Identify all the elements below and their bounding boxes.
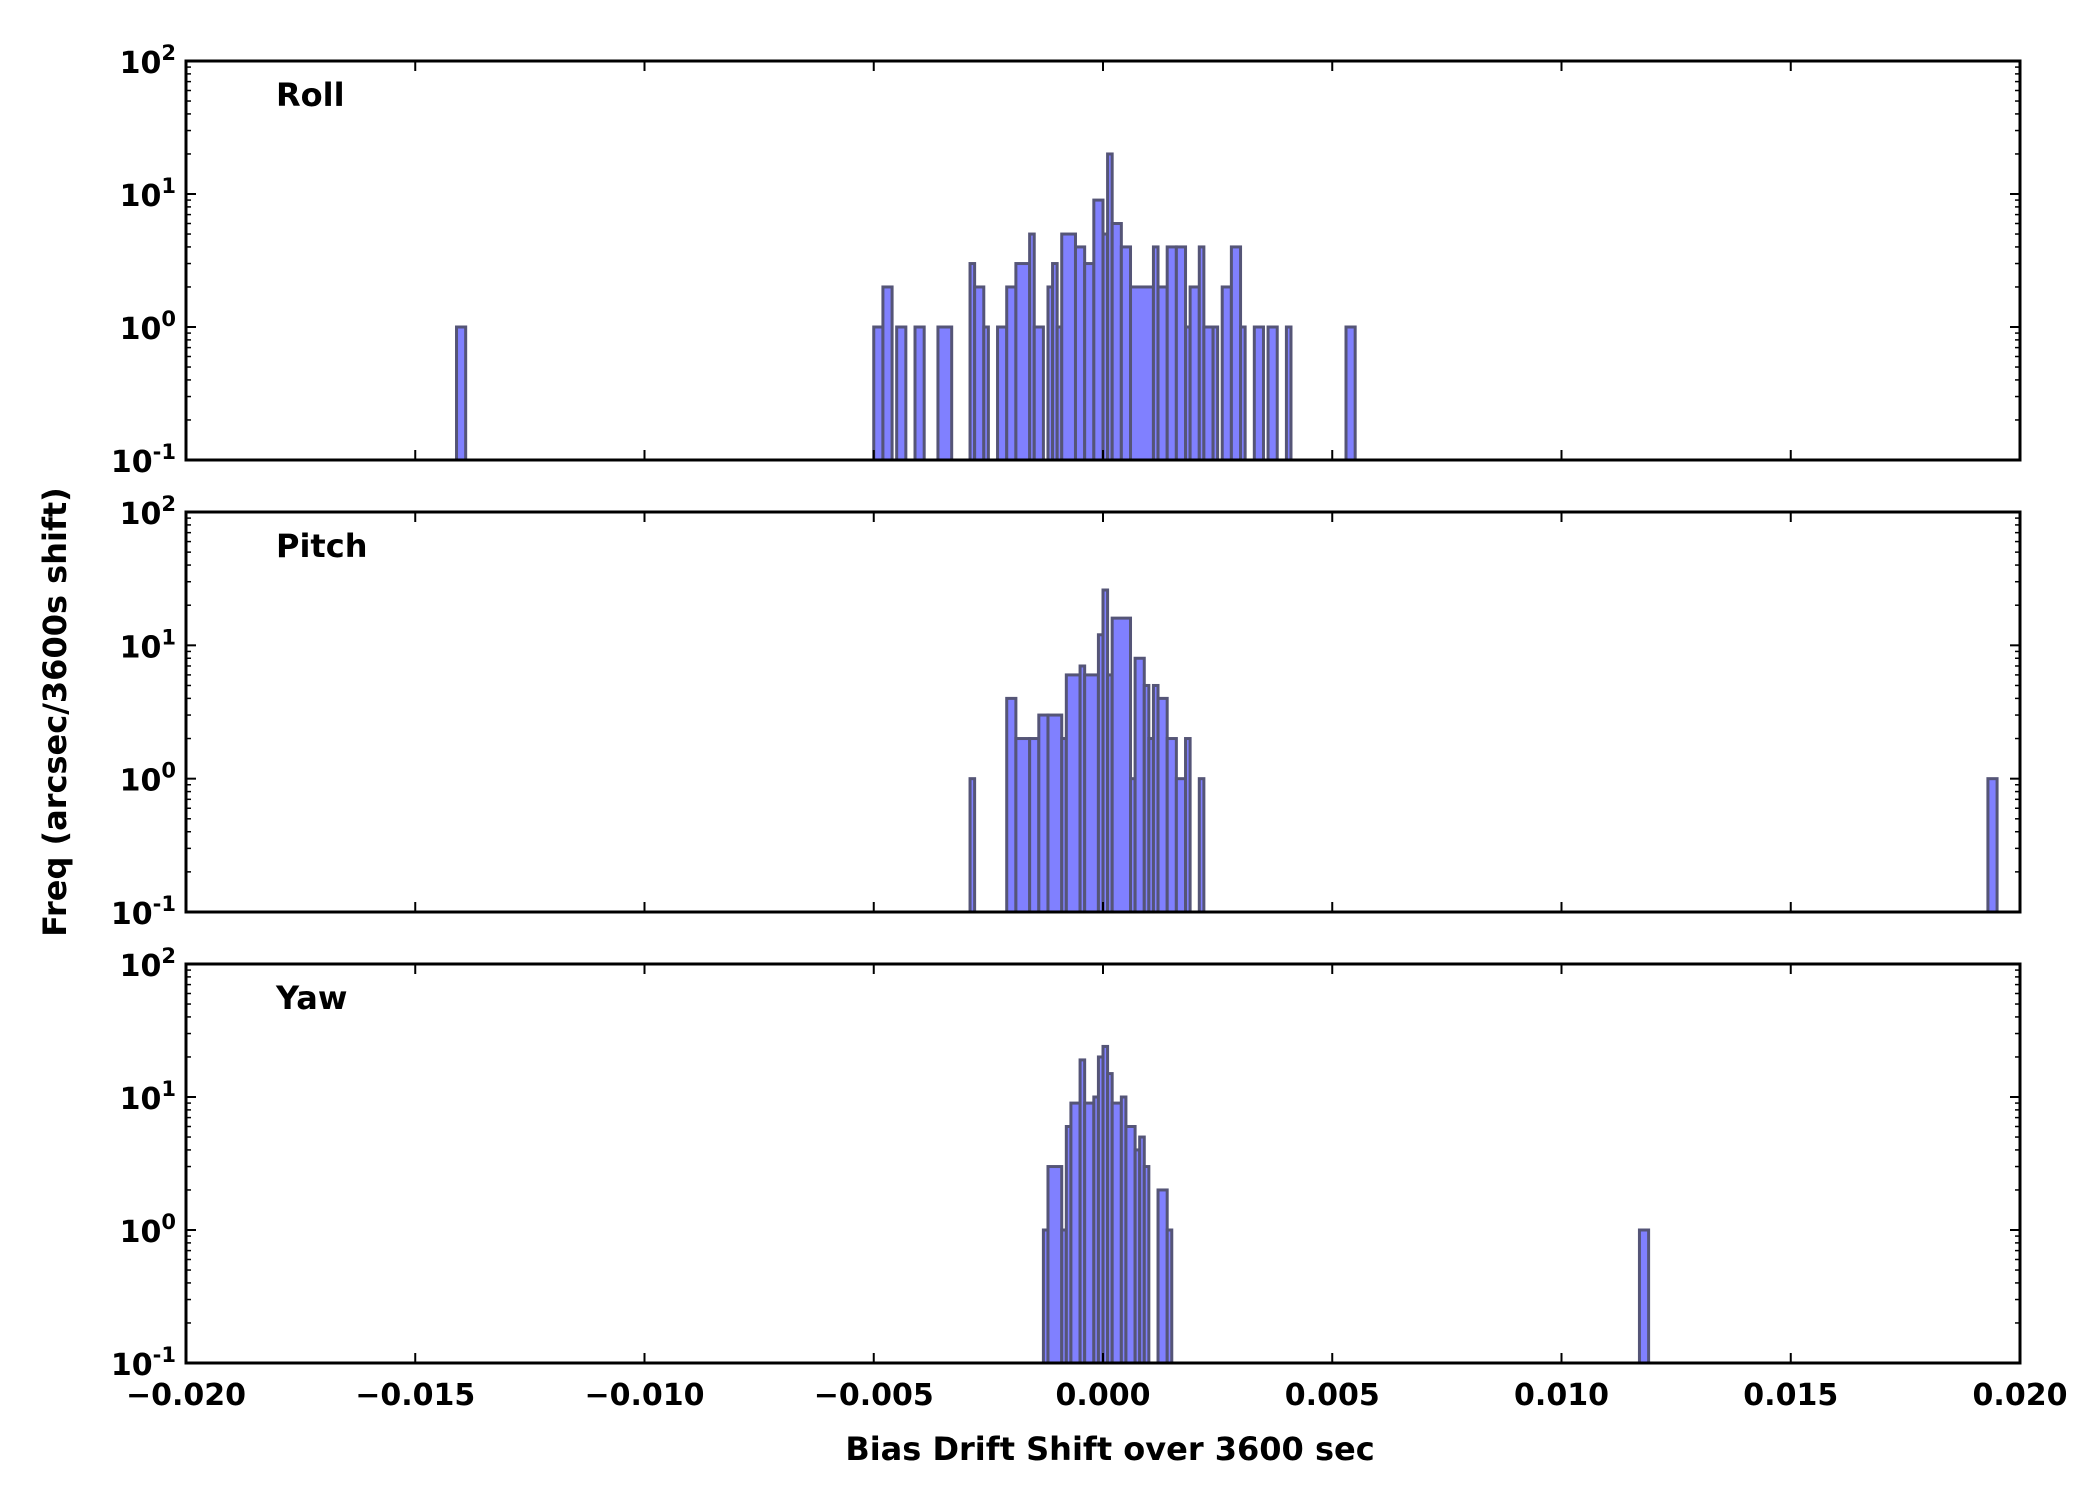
x-tick-label: 0.020 [1973,1378,2068,1413]
histogram-bar [1284,325,1293,462]
histogram-bar [1064,673,1082,914]
plot-frame [184,59,2022,462]
y-tick-label: 10-1 [111,1343,176,1383]
y-tick-label: 102 [120,41,176,81]
plot-frame [184,962,2022,1365]
histogram-bar [1083,673,1100,914]
histogram-bar [455,325,468,462]
y-tick-label: 102 [120,492,176,532]
histogram-bar [1046,713,1064,914]
histogram-bar [1110,616,1133,914]
histogram-bar [881,285,894,462]
x-tick-label: −0.020 [126,1378,246,1413]
x-tick-label: −0.010 [584,1378,704,1413]
x-tick-label: 0.015 [1743,1378,1838,1413]
panel-yaw: 102 101 100 10-1−0.020 −0.015 −0.010 −0.005 0.0… [111,944,2068,1413]
histogram-bar [1184,737,1192,914]
histogram-bar [1239,325,1247,462]
y-tick-label: 10-1 [111,440,176,480]
histogram-bar [1197,777,1206,914]
histogram-bar [1637,1228,1651,1365]
histogram-bar [1060,232,1077,462]
histogram-bar [1344,325,1357,462]
plot-frame [184,510,2022,914]
histogram-bar [1211,325,1220,462]
x-tick-label: 0.010 [1514,1378,1609,1413]
histogram-bar [936,325,954,462]
histogram-bar [895,325,908,462]
histogram-bar [1165,1228,1174,1365]
y-tick-label: 101 [120,1077,176,1117]
histogram-bar [968,777,977,914]
y-tick-label: 10-1 [111,892,176,932]
histogram-bar [1986,777,1999,914]
y-tick-label: 102 [120,944,176,984]
histogram-bar [1032,325,1045,462]
histogram-bar [982,325,990,462]
x-tick-label: −0.005 [814,1378,934,1413]
y-tick-label: 101 [120,625,176,665]
histogram-bar [1046,1165,1064,1365]
panel-pitch: 102 101 100 10-1 Pitch [111,492,2022,932]
panel-label-pitch: Pitch [276,527,367,565]
x-tick-label: 0.000 [1056,1378,1151,1413]
histogram-bar [1252,325,1265,462]
panels-group: 10210110010-1Roll10210110010-1Pitch10210… [111,41,2068,1413]
x-tick-label: −0.015 [355,1378,475,1413]
histogram-bar [913,325,926,462]
histogram-bar [1142,1165,1151,1365]
x-axis-title: Bias Drift Shift over 3600 sec [845,1430,1374,1468]
y-axis-title: Freq (arcsec/3600s shift) [36,487,74,937]
panel-label-roll: Roll [276,76,345,114]
y-tick-label: 100 [120,307,176,347]
x-tick-label: 0.005 [1285,1378,1380,1413]
y-tick-label: 101 [120,174,176,214]
histogram-bar [1129,285,1155,462]
histogram-bar [1014,737,1032,914]
y-tick-label: 100 [120,759,176,799]
histogram-bar [1266,325,1279,462]
y-tick-label: 100 [120,1210,176,1250]
panel-roll: 102 101 100 10-1 Roll [111,41,2022,480]
panel-label-yaw: Yaw [275,979,347,1017]
histogram-bar [1014,262,1032,462]
